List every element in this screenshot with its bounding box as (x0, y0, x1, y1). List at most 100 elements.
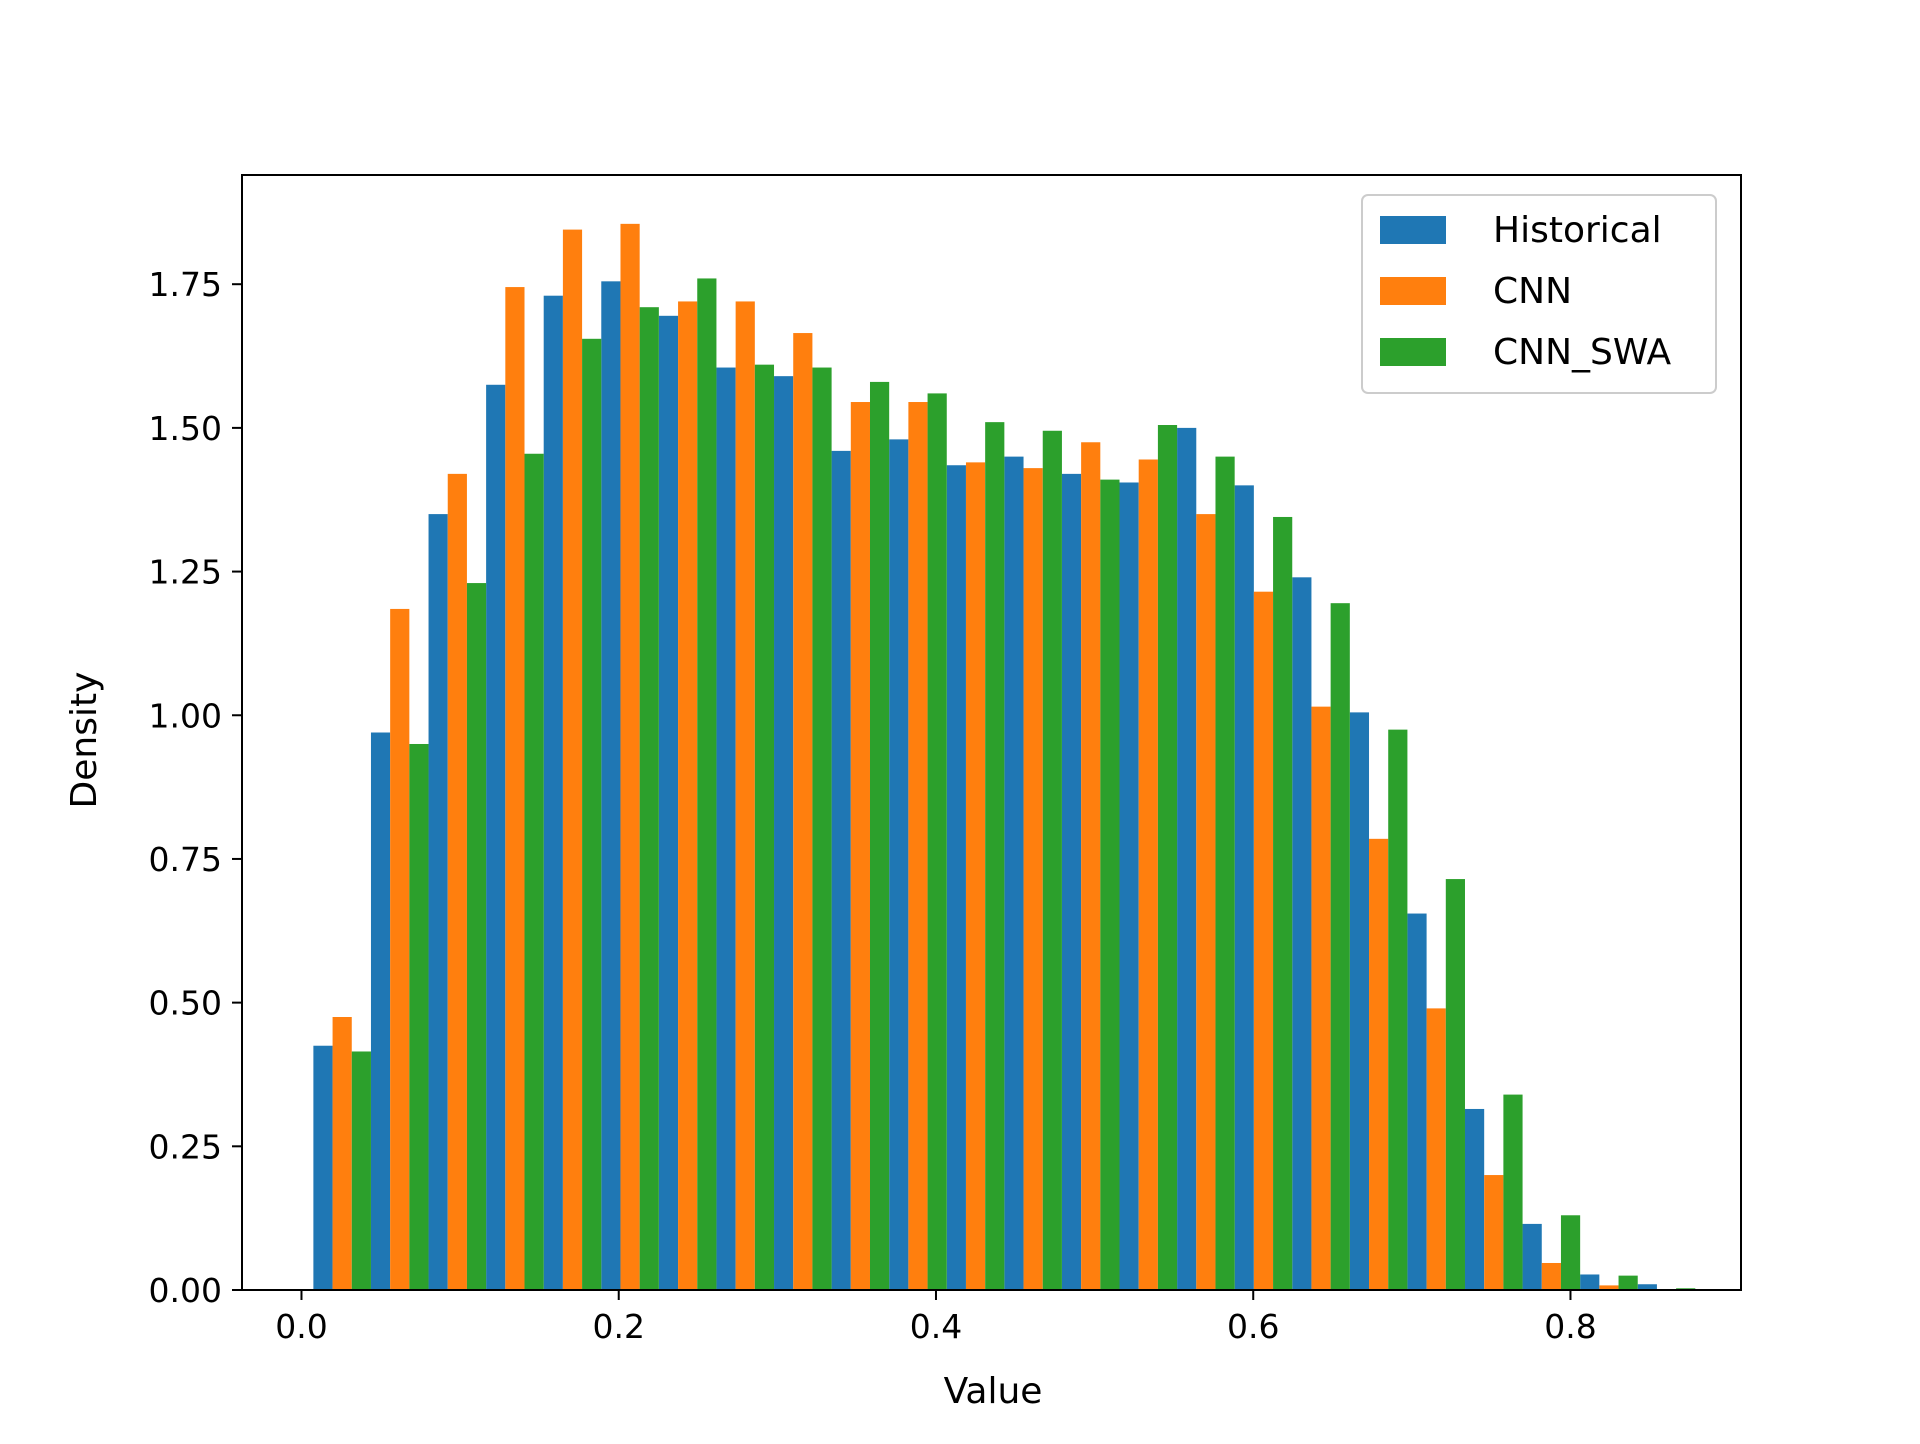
bar (1157, 425, 1178, 1290)
bar (428, 514, 448, 1290)
legend-swatch (1380, 216, 1446, 244)
bar (1311, 706, 1331, 1290)
bar (370, 732, 391, 1290)
bar (793, 333, 813, 1290)
y-axis-label: Density (64, 672, 105, 809)
bar (774, 376, 794, 1290)
bar (1081, 442, 1101, 1290)
bar (716, 367, 736, 1290)
x-tick-label: 0.0 (275, 1307, 327, 1346)
bar (1196, 514, 1216, 1290)
y-tick-label: 0.00 (149, 1271, 222, 1310)
y-tick-label: 1.75 (149, 265, 222, 304)
bar (505, 287, 525, 1290)
bar (390, 608, 410, 1290)
bar (831, 450, 851, 1290)
bar (486, 384, 506, 1290)
plot-frame (241, 174, 1742, 1291)
legend-swatch (1380, 338, 1446, 366)
x-axis-label: Value (944, 1371, 1043, 1412)
bar (1253, 591, 1274, 1290)
bar (1234, 485, 1254, 1290)
bar (447, 473, 467, 1290)
bar (697, 278, 717, 1290)
legend-box (1361, 194, 1717, 394)
legend-label: CNN_SWA (1493, 332, 1671, 373)
bar (985, 422, 1005, 1290)
bar (466, 583, 487, 1290)
bar (1637, 1284, 1657, 1290)
bar (946, 465, 966, 1290)
bar (735, 301, 755, 1290)
bar (1215, 456, 1235, 1290)
bar (1522, 1223, 1542, 1290)
legend-item: CNN (1380, 271, 1572, 312)
bar (639, 307, 659, 1290)
bar (1061, 473, 1082, 1290)
bar (1369, 838, 1389, 1290)
bar (1580, 1274, 1600, 1290)
bar (1138, 459, 1158, 1290)
axes-layer: 0.0 0.2 0.4 0.6 0.8 0.00 0.25 0.50 0.75 1.00 1.25 1… (149, 174, 1742, 1346)
y-tick-label: 1.00 (149, 696, 222, 735)
bar (754, 364, 775, 1290)
bar (1119, 482, 1139, 1290)
bar (601, 281, 621, 1291)
bar (1004, 456, 1024, 1290)
bar (965, 462, 986, 1290)
bar (927, 393, 947, 1290)
bar (582, 338, 602, 1290)
bar (658, 315, 679, 1290)
bar (543, 295, 563, 1290)
legend-item: CNN_SWA (1380, 332, 1671, 373)
bars-layer (313, 223, 1696, 1291)
bar (1426, 1008, 1446, 1290)
bar (678, 301, 698, 1290)
bar (1464, 1108, 1485, 1290)
y-tick-label: 1.50 (149, 409, 222, 448)
series-cnn-swa (351, 278, 1696, 1290)
bar (1407, 913, 1427, 1290)
bar (524, 453, 544, 1290)
bar (908, 402, 928, 1290)
y-tick-label: 1.25 (149, 553, 222, 592)
legend-label: Historical (1493, 210, 1662, 251)
bar (1330, 603, 1350, 1290)
bar (1292, 577, 1312, 1290)
bar (620, 223, 640, 1291)
legend: Historical CNN CNN_SWA (1361, 194, 1717, 394)
bar (1560, 1215, 1581, 1290)
bar (562, 229, 583, 1291)
bar (1349, 712, 1370, 1290)
bar (351, 1051, 371, 1290)
bar (1042, 430, 1062, 1290)
x-tick-label: 0.2 (592, 1307, 644, 1346)
bar (889, 439, 909, 1290)
bar (409, 743, 429, 1290)
legend-swatch (1380, 277, 1446, 305)
y-tick-label: 0.50 (149, 984, 222, 1023)
bar (1273, 516, 1293, 1290)
bar (1445, 879, 1465, 1290)
legend-label: CNN (1493, 271, 1572, 312)
legend-item: Historical (1380, 210, 1662, 251)
bar (1599, 1285, 1619, 1290)
y-tick-label: 0.25 (149, 1127, 222, 1166)
bar (1541, 1262, 1561, 1290)
bar (869, 381, 890, 1290)
bar (1023, 468, 1043, 1290)
y-tick-label: 0.75 (149, 840, 222, 879)
bar (1100, 479, 1120, 1290)
bar (1618, 1275, 1638, 1290)
bar (1484, 1175, 1504, 1290)
bar (1388, 729, 1408, 1290)
x-tick-label: 0.6 (1227, 1307, 1279, 1346)
x-tick-label: 0.4 (910, 1307, 962, 1346)
series-cnn (332, 223, 1619, 1291)
bar (812, 367, 832, 1290)
series-historical (313, 281, 1657, 1291)
bar (332, 1017, 352, 1290)
bar (1503, 1094, 1523, 1290)
